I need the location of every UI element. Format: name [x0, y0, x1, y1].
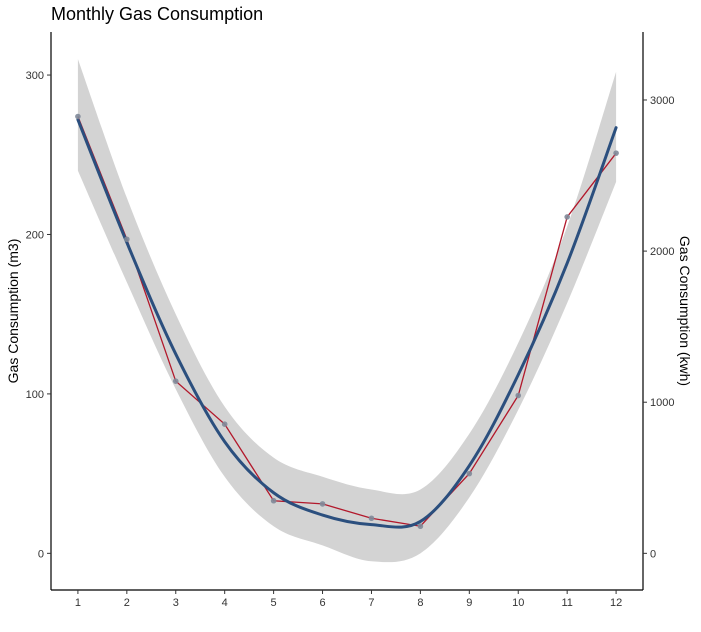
y-axis-left-title: Gas Consumption (m3)	[5, 239, 21, 384]
x-tick-label: 5	[271, 597, 277, 609]
data-point	[368, 515, 375, 522]
x-tick-label: 1	[75, 597, 81, 609]
y2-tick-label: 2000	[650, 246, 674, 258]
data-point	[564, 214, 570, 220]
data-point	[515, 392, 522, 399]
observed-series-line	[77, 116, 617, 527]
x-tick-label: 8	[417, 597, 423, 609]
confidence-band	[77, 59, 617, 563]
data-point	[221, 421, 228, 427]
y-axis-right-ticks: 0 1000 2000 3000	[643, 95, 674, 560]
data-point	[270, 497, 277, 504]
x-tick-label: 9	[466, 597, 472, 609]
data-point	[124, 236, 130, 243]
series-line-layer	[76, 116, 618, 529]
y-axis-left-ticks: 0 100 200 300	[26, 70, 51, 560]
y-tick-label: 300	[26, 70, 44, 82]
x-tick-label: 10	[512, 597, 524, 609]
y-tick-label: 100	[26, 389, 44, 401]
y2-tick-label: 0	[650, 548, 656, 560]
y2-tick-label: 3000	[650, 95, 674, 107]
x-tick-label: 11	[561, 597, 572, 609]
data-point	[613, 150, 619, 156]
smooth-fit-line	[76, 118, 618, 529]
data-point-layer	[75, 113, 619, 530]
data-point	[319, 501, 326, 507]
data-point	[466, 470, 473, 477]
x-tick-label: 7	[368, 597, 374, 609]
y-tick-label: 0	[38, 548, 44, 560]
data-point	[172, 378, 179, 384]
x-tick-label: 3	[173, 597, 179, 609]
x-tick-label: 2	[124, 597, 130, 609]
x-tick-label: 6	[319, 597, 325, 609]
y2-tick-label: 1000	[650, 397, 674, 409]
x-tick-label: 12	[610, 597, 622, 609]
y-tick-label: 200	[26, 229, 44, 241]
x-tick-label: 4	[222, 597, 228, 609]
confidence-band-layer	[77, 59, 617, 563]
chart-title: Monthly Gas Consumption	[51, 4, 263, 24]
y-axis-right-title: Gas Consumption (kwh)	[677, 236, 693, 386]
data-point	[75, 113, 81, 120]
data-point	[417, 523, 424, 530]
x-axis-ticks: 1 2 3 4 5 6 7 8 9 10 11 12	[75, 590, 622, 609]
